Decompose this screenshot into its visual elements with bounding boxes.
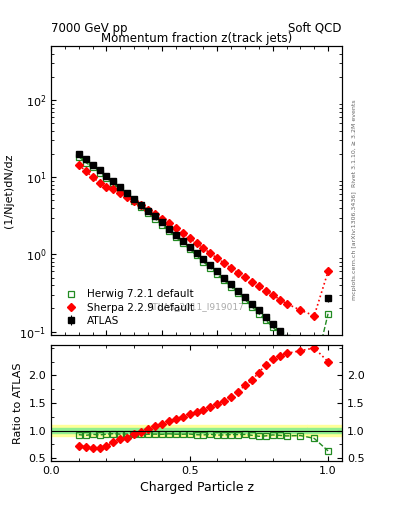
Herwig 7.2.1 default	[90, 164, 95, 170]
Herwig 7.2.1 default	[201, 259, 206, 265]
Herwig 7.2.1 default	[160, 222, 164, 228]
Herwig 7.2.1 default	[194, 252, 199, 259]
Herwig 7.2.1 default	[180, 240, 185, 246]
Legend: Herwig 7.2.1 default, Sherpa 2.2.9 default, ATLAS: Herwig 7.2.1 default, Sherpa 2.2.9 defau…	[56, 285, 198, 330]
Text: mcplots.cern.ch [arXiv:1306.3436]: mcplots.cern.ch [arXiv:1306.3436]	[352, 191, 357, 300]
Text: 7000 GeV pp: 7000 GeV pp	[51, 22, 128, 35]
Herwig 7.2.1 default	[76, 154, 81, 160]
Text: Rivet 3.1.10, ≥ 3.2M events: Rivet 3.1.10, ≥ 3.2M events	[352, 99, 357, 187]
Herwig 7.2.1 default	[257, 311, 261, 317]
Herwig 7.2.1 default	[242, 296, 247, 303]
Sherpa 2.2.9 default	[132, 198, 136, 204]
Sherpa 2.2.9 default	[97, 180, 102, 186]
Herwig 7.2.1 default	[146, 210, 151, 216]
Sherpa 2.2.9 default	[270, 292, 275, 298]
Herwig 7.2.1 default	[83, 159, 88, 165]
Sherpa 2.2.9 default	[76, 162, 81, 168]
Sherpa 2.2.9 default	[194, 240, 199, 246]
Sherpa 2.2.9 default	[90, 174, 95, 180]
Sherpa 2.2.9 default	[201, 245, 206, 251]
Sherpa 2.2.9 default	[326, 268, 331, 274]
Herwig 7.2.1 default	[284, 338, 289, 345]
Sherpa 2.2.9 default	[312, 313, 317, 319]
Sherpa 2.2.9 default	[160, 216, 164, 222]
Line: Sherpa 2.2.9 default: Sherpa 2.2.9 default	[76, 162, 331, 319]
Herwig 7.2.1 default	[125, 192, 130, 198]
Sherpa 2.2.9 default	[111, 186, 116, 192]
Sherpa 2.2.9 default	[125, 194, 130, 200]
Text: ATLAS_2011_I919017: ATLAS_2011_I919017	[148, 302, 245, 311]
Sherpa 2.2.9 default	[83, 168, 88, 174]
Herwig 7.2.1 default	[312, 369, 317, 375]
Sherpa 2.2.9 default	[257, 283, 261, 289]
Sherpa 2.2.9 default	[208, 250, 213, 257]
Sherpa 2.2.9 default	[215, 255, 220, 261]
Herwig 7.2.1 default	[250, 304, 254, 310]
Herwig 7.2.1 default	[104, 175, 109, 181]
Sherpa 2.2.9 default	[104, 184, 109, 190]
Herwig 7.2.1 default	[152, 216, 157, 222]
Sherpa 2.2.9 default	[277, 296, 282, 303]
Herwig 7.2.1 default	[236, 290, 241, 296]
Herwig 7.2.1 default	[111, 180, 116, 186]
Sherpa 2.2.9 default	[284, 301, 289, 307]
Herwig 7.2.1 default	[132, 198, 136, 204]
Herwig 7.2.1 default	[298, 352, 303, 358]
Y-axis label: (1/Njet)dN/dz: (1/Njet)dN/dz	[4, 153, 14, 228]
Sherpa 2.2.9 default	[298, 307, 303, 313]
Text: Soft QCD: Soft QCD	[288, 22, 342, 35]
Sherpa 2.2.9 default	[139, 202, 143, 208]
Herwig 7.2.1 default	[167, 228, 171, 234]
Sherpa 2.2.9 default	[146, 206, 151, 212]
Sherpa 2.2.9 default	[167, 220, 171, 226]
Sherpa 2.2.9 default	[229, 265, 233, 271]
Herwig 7.2.1 default	[208, 265, 213, 271]
Herwig 7.2.1 default	[277, 331, 282, 337]
Herwig 7.2.1 default	[326, 311, 331, 317]
Sherpa 2.2.9 default	[118, 189, 123, 196]
Herwig 7.2.1 default	[118, 186, 123, 192]
Sherpa 2.2.9 default	[250, 279, 254, 285]
Sherpa 2.2.9 default	[242, 274, 247, 280]
Herwig 7.2.1 default	[97, 169, 102, 176]
Y-axis label: Ratio to ATLAS: Ratio to ATLAS	[13, 362, 23, 444]
Herwig 7.2.1 default	[263, 317, 268, 324]
Herwig 7.2.1 default	[215, 271, 220, 278]
Herwig 7.2.1 default	[173, 234, 178, 240]
Sherpa 2.2.9 default	[173, 225, 178, 231]
Sherpa 2.2.9 default	[180, 230, 185, 237]
Sherpa 2.2.9 default	[222, 260, 226, 266]
Herwig 7.2.1 default	[187, 246, 192, 252]
Sherpa 2.2.9 default	[263, 287, 268, 293]
X-axis label: Charged Particle z: Charged Particle z	[140, 481, 253, 494]
Sherpa 2.2.9 default	[152, 211, 157, 217]
Line: Herwig 7.2.1 default: Herwig 7.2.1 default	[76, 154, 331, 375]
Herwig 7.2.1 default	[222, 278, 226, 284]
Title: Momentum fraction z(track jets): Momentum fraction z(track jets)	[101, 32, 292, 45]
Herwig 7.2.1 default	[270, 324, 275, 330]
Herwig 7.2.1 default	[229, 284, 233, 290]
Herwig 7.2.1 default	[139, 204, 143, 210]
Sherpa 2.2.9 default	[236, 269, 241, 275]
Sherpa 2.2.9 default	[187, 235, 192, 241]
